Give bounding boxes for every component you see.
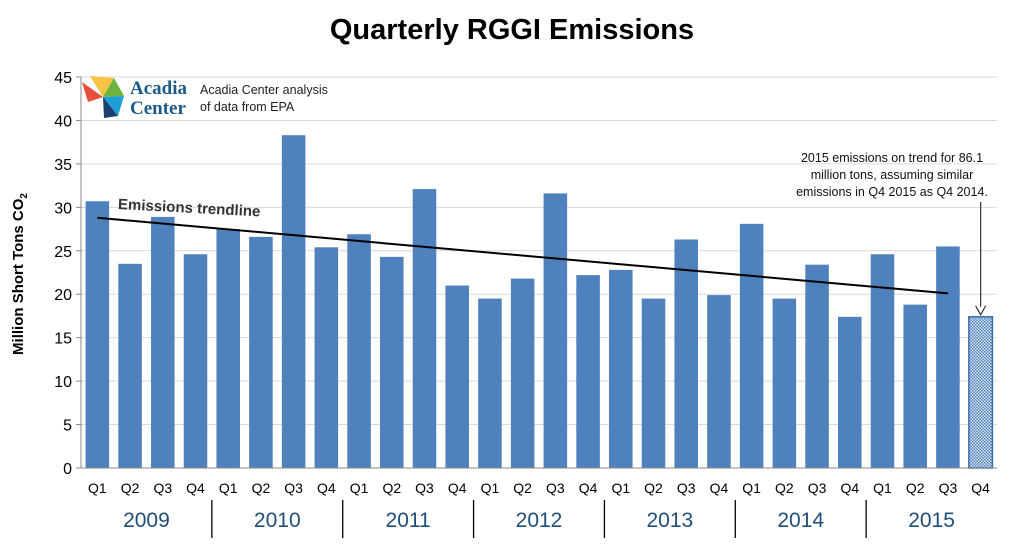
y-tick-label: 10: [54, 374, 72, 391]
bar: [805, 264, 829, 468]
bar: [576, 275, 600, 468]
year-label: 2014: [777, 509, 824, 532]
bar-projected: [968, 316, 994, 469]
trendline-line: [97, 216, 949, 295]
logo-caption-line1: Acadia Center analysis: [200, 83, 328, 97]
x-tick-label: Q1: [742, 480, 761, 496]
y-axis-label-text: Million Short Tons CO: [10, 198, 27, 355]
x-tick-label: Q4: [448, 480, 467, 496]
bar: [412, 189, 437, 468]
x-axis-ticks: Q1 Q2 Q3 Q4 Q1 Q2 Q3 Q4 Q1 Q2 Q3 Q4 Q1 Q2 Q3 Q4 Q1 Q2 Q3 Q4…: [88, 480, 990, 496]
bar: [478, 298, 502, 468]
bar: [151, 216, 175, 468]
logo-name-line1: Acadia: [130, 78, 187, 99]
bar: [347, 234, 371, 468]
bar: [674, 239, 698, 468]
x-tick-label: Q2: [644, 480, 663, 496]
x-tick-label: Q2: [906, 480, 925, 496]
acadia-logo: Acadia Center Acadia Center analysis of …: [80, 74, 350, 122]
bar: [445, 285, 469, 468]
bar: [118, 263, 142, 468]
bar: [739, 223, 764, 468]
x-tick-label: Q4: [579, 480, 598, 496]
axes: [80, 77, 997, 469]
bar: [510, 278, 535, 468]
y-tick-label: 0: [63, 461, 72, 478]
x-tick-label: Q4: [317, 480, 336, 496]
chart-title: Quarterly RGGI Emissions: [329, 14, 695, 46]
year-label: 2009: [123, 509, 170, 532]
x-tick-label: Q2: [252, 480, 271, 496]
acadia-pinwheel-icon: [82, 76, 124, 118]
bar: [380, 256, 404, 468]
x-tick-label: Q1: [873, 480, 892, 496]
bar: [216, 229, 240, 468]
x-tick-label: Q3: [153, 480, 172, 496]
y-tick-label: 45: [54, 70, 72, 87]
trendline: [97, 202, 987, 317]
x-tick-label: Q4: [971, 480, 990, 496]
bar: [641, 298, 666, 468]
year-label: 2015: [908, 509, 955, 532]
y-axis-label-subscript: 2: [19, 193, 30, 199]
annotation-line-3: emissions in Q4 2015 as Q4 2014.: [796, 185, 988, 199]
x-tick-label: Q1: [611, 480, 630, 496]
y-tick-label: 35: [54, 157, 72, 174]
bar: [838, 316, 862, 468]
annotation-arrow-head: [975, 305, 987, 317]
year-labels: 2009 2010 2011 2012 2013 2014 2015: [123, 500, 955, 538]
bar: [314, 247, 339, 468]
year-label: 2013: [646, 509, 693, 532]
bar: [707, 295, 731, 468]
x-tick-label: Q3: [939, 480, 958, 496]
y-tick-label: 40: [54, 113, 72, 130]
y-tick-label: 20: [54, 287, 72, 304]
x-tick-label: Q1: [219, 480, 238, 496]
x-tick-label: Q3: [546, 480, 565, 496]
x-tick-label: Q4: [186, 480, 205, 496]
x-tick-label: Q2: [775, 480, 794, 496]
bar: [936, 246, 960, 468]
x-tick-label: Q4: [710, 480, 729, 496]
bar: [903, 304, 927, 468]
year-label: 2011: [386, 509, 431, 532]
x-tick-label: Q2: [382, 480, 401, 496]
bar: [543, 193, 568, 469]
year-label: 2010: [254, 509, 301, 532]
y-tick-label: 30: [54, 200, 72, 217]
bar: [249, 236, 273, 468]
x-tick-label: Q2: [513, 480, 532, 496]
x-tick-label: Q2: [121, 480, 140, 496]
y-axis-ticks: 0 5 10 15 20 25 30 35 40 45: [54, 70, 81, 478]
bar: [772, 298, 797, 468]
bar: [870, 254, 895, 468]
y-axis-label: Million Short Tons CO2: [10, 193, 30, 355]
y-tick-label: 25: [54, 244, 72, 261]
x-tick-label: Q3: [415, 480, 434, 496]
x-tick-label: Q3: [284, 480, 303, 496]
x-tick-label: Q1: [88, 480, 107, 496]
bar: [85, 201, 110, 469]
y-tick-label: 5: [63, 418, 72, 435]
bar: [183, 254, 208, 468]
projection-annotation: 2015 emissions on trend for 86.1 million…: [772, 150, 1012, 201]
x-tick-label: Q4: [840, 480, 859, 496]
annotation-line-1: 2015 emissions on trend for 86.1: [800, 151, 984, 165]
logo-name-line2: Center: [130, 98, 186, 119]
x-tick-label: Q1: [481, 480, 500, 496]
x-tick-label: Q3: [677, 480, 696, 496]
bar: [609, 269, 633, 468]
x-tick-label: Q1: [350, 480, 369, 496]
bars: [85, 135, 994, 469]
logo-caption-line2: of data from EPA: [200, 100, 295, 114]
x-tick-label: Q3: [808, 480, 827, 496]
bar: [281, 135, 306, 468]
year-label: 2012: [516, 509, 563, 532]
y-tick-label: 15: [54, 331, 72, 348]
annotation-line-2: million tons, assuming similar: [810, 168, 974, 182]
